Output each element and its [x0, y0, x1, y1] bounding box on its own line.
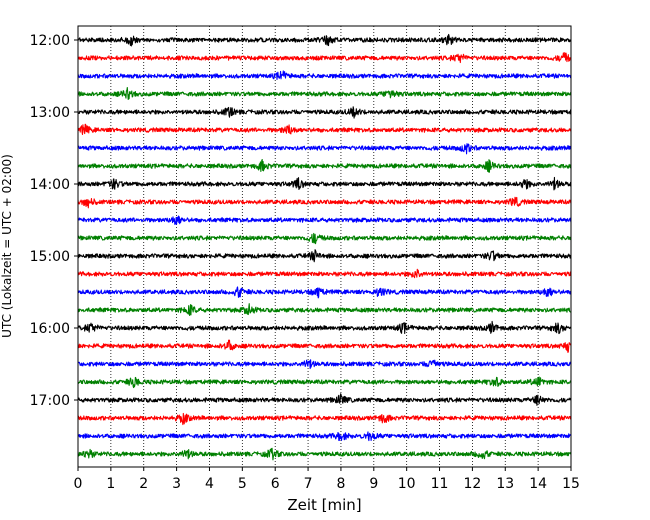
- x-tick-label: 11: [431, 476, 449, 492]
- seismogram-trace: [77, 86, 572, 101]
- seismogram-trace: [77, 106, 572, 119]
- y-tick-label: 16:00: [30, 321, 70, 337]
- seismogram-trace: [77, 286, 572, 299]
- x-axis-label: Zeit [min]: [287, 496, 361, 514]
- seismogram-trace: [77, 70, 572, 80]
- seismogram-trace: [77, 359, 572, 370]
- x-axis-ticks: 0 1 2 3 4 5 6 7 8 9 10 11 12 13 14 15: [74, 467, 580, 492]
- x-tick-label: 2: [139, 476, 148, 492]
- seismogram-trace: [77, 249, 572, 263]
- y-axis-ticks: 12:00 13:00 14:00 15:00 16:00 17:00: [30, 33, 78, 409]
- seismogram-trace: [77, 268, 572, 279]
- seismogram-trace: [77, 447, 572, 461]
- seismogram-trace: [77, 232, 572, 245]
- x-tick-label: 1: [106, 476, 115, 492]
- x-tick-label: 14: [529, 476, 547, 492]
- x-tick-label: 7: [304, 476, 313, 492]
- seismogram-trace: [77, 196, 572, 209]
- y-tick-label: 15:00: [30, 249, 70, 265]
- seismogram-trace: [77, 33, 572, 47]
- seismogram-trace: [77, 303, 572, 317]
- seismogram-trace: [77, 376, 572, 389]
- x-tick-label: 9: [369, 476, 378, 492]
- x-tick-label: 3: [172, 476, 181, 492]
- seismogram-trace: [77, 431, 572, 442]
- x-tick-label: 5: [238, 476, 247, 492]
- y-tick-label: 14:00: [30, 177, 70, 193]
- seismogram-trace: [77, 412, 572, 426]
- x-tick-label: 0: [74, 476, 83, 492]
- seismogram-trace: [77, 52, 572, 64]
- x-tick-label: 6: [271, 476, 280, 492]
- x-tick-label: 15: [562, 476, 580, 492]
- x-tick-label: 4: [205, 476, 214, 492]
- x-tick-label: 10: [398, 476, 416, 492]
- seismogram-trace: [77, 320, 572, 335]
- y-axis-label: UTC (Lokalzeit = UTC + 02:00): [0, 154, 14, 338]
- seismogram-trace: [77, 393, 572, 406]
- seismogram-trace: [77, 123, 572, 136]
- y-tick-label: 13:00: [30, 105, 70, 121]
- seismogram-trace: [77, 143, 572, 155]
- trace-series: [77, 33, 572, 461]
- seismogram-trace: [77, 215, 572, 225]
- seismogram-trace: [77, 176, 572, 191]
- x-tick-label: 12: [463, 476, 481, 492]
- seismogram-trace: [77, 158, 572, 173]
- x-tick-label: 13: [496, 476, 514, 492]
- y-tick-label: 12:00: [30, 33, 70, 49]
- x-tick-label: 8: [336, 476, 345, 492]
- seismogram-trace: [77, 339, 572, 353]
- y-tick-label: 17:00: [30, 393, 70, 409]
- plot-frame: [77, 25, 572, 468]
